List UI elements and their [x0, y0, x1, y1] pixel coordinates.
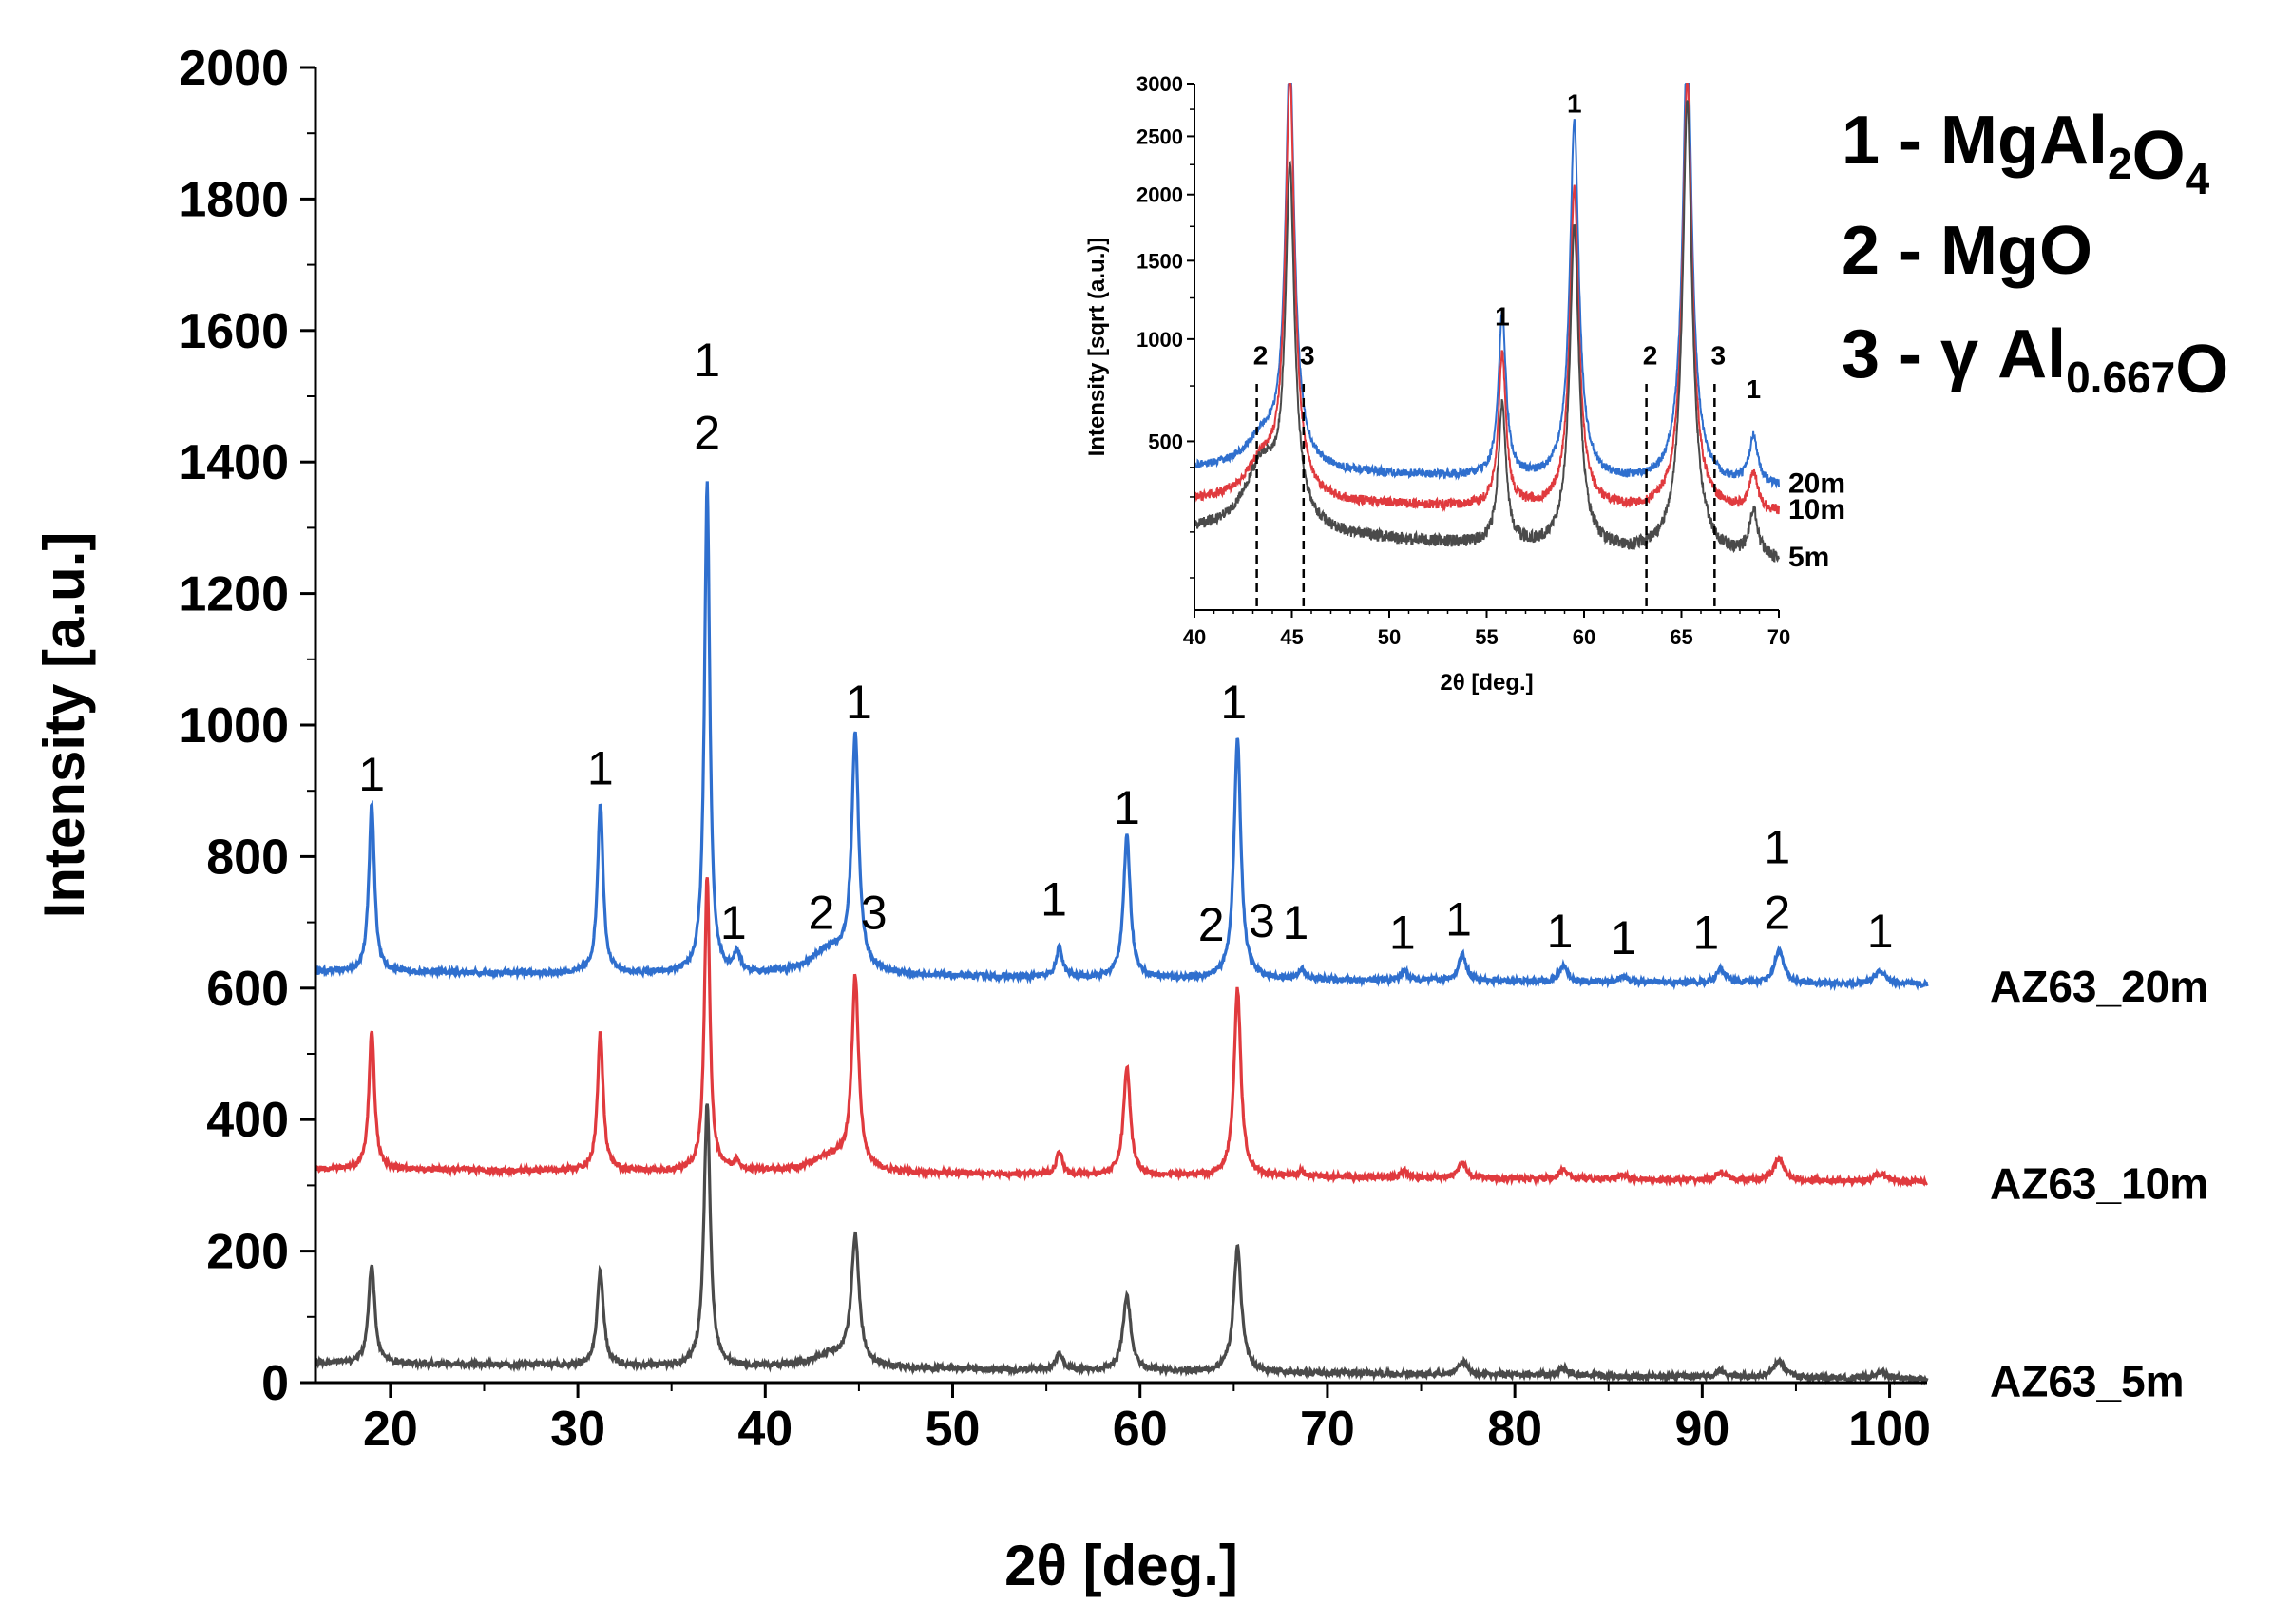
inset-series-label-10m: 10m — [1788, 494, 1845, 525]
x-tick-label: 30 — [550, 1402, 605, 1457]
y-tick-label: 400 — [206, 1093, 289, 1148]
peak-label: 1 — [1114, 781, 1140, 834]
x-tick-label: 100 — [1848, 1402, 1931, 1457]
inset-x-tick-label: 55 — [1475, 625, 1498, 649]
peak-label: 1 — [1764, 820, 1790, 873]
inset-series-label-5m: 5m — [1788, 542, 1829, 573]
legend-entry-1: 1 - MgAl2O4 — [1842, 103, 2210, 203]
peak-label: 1 — [1692, 906, 1719, 959]
y-tick-label: 200 — [206, 1225, 289, 1280]
peak-label: 1 — [1220, 676, 1247, 729]
series-label-AZ63_5m: AZ63_5m — [1990, 1356, 2185, 1405]
inset-reference-label: 3 — [1711, 341, 1727, 371]
inset-x-tick-label: 65 — [1670, 625, 1692, 649]
inset-peak-label: 1 — [1495, 301, 1510, 331]
x-tick-label: 20 — [363, 1402, 418, 1457]
inset-reference-label: 3 — [1300, 341, 1315, 371]
inset-y-tick-label: 1000 — [1136, 328, 1183, 352]
series-label-AZ63_10m: AZ63_10m — [1990, 1159, 2208, 1209]
peak-label: 1 — [720, 896, 747, 949]
y-tick-label: 1200 — [179, 567, 289, 622]
inset-x-tick-label: 50 — [1378, 625, 1401, 649]
inset-reference-label: 2 — [1253, 341, 1269, 371]
inset-y-tick-label: 2000 — [1136, 183, 1183, 207]
peak-label: 2 — [694, 406, 720, 459]
legend-entry-3: 3 - γ Al0.667O — [1842, 316, 2228, 408]
y-axis-title: Intensity [a.u.] — [32, 532, 96, 919]
y-tick-label: 1800 — [179, 172, 289, 227]
y-tick-label: 1600 — [179, 304, 289, 359]
y-tick-label: 0 — [261, 1356, 289, 1411]
inset-y-tick-label: 3000 — [1136, 72, 1183, 96]
peak-label: 1 — [358, 748, 385, 801]
peak-label: 2 — [809, 887, 835, 940]
peak-label: 3 — [861, 887, 888, 940]
legend-entry-2: 2 - MgO — [1842, 213, 2092, 289]
inset-series-label-20m: 20m — [1788, 468, 1845, 499]
x-axis-title: 2θ [deg.] — [1004, 1534, 1238, 1597]
y-tick-label: 2000 — [179, 41, 289, 96]
peak-label: 1 — [1445, 892, 1472, 946]
inset-y-tick-label: 500 — [1148, 430, 1183, 453]
series-line-AZ63_5m — [314, 1103, 1929, 1386]
peak-label: 2 — [1764, 887, 1790, 940]
x-tick-label: 40 — [737, 1402, 793, 1457]
inset-peak-label: 1 — [1747, 374, 1762, 404]
inset-series-line-5m — [1194, 99, 1780, 563]
peak-label: 1 — [1547, 905, 1574, 958]
y-tick-label: 600 — [206, 962, 289, 1017]
inset-x-tick-label: 45 — [1280, 625, 1303, 649]
series-line-AZ63_20m — [314, 481, 1929, 992]
x-tick-label: 60 — [1113, 1402, 1168, 1457]
inset-x-tick-label: 60 — [1573, 625, 1595, 649]
inset-y-tick-label: 1500 — [1136, 249, 1183, 273]
x-tick-label: 50 — [926, 1402, 981, 1457]
inset-reference-label: 2 — [1643, 341, 1658, 371]
peak-label: 1 — [1041, 873, 1067, 927]
y-tick-label: 1000 — [179, 698, 289, 754]
series-line-AZ63_10m — [314, 877, 1929, 1189]
peak-label: 1 — [1867, 905, 1894, 958]
y-tick-label: 800 — [206, 830, 289, 885]
peak-label: 3 — [1249, 894, 1275, 947]
series-label-AZ63_20m: AZ63_20m — [1990, 962, 2208, 1011]
inset-peak-label: 1 — [1567, 88, 1582, 118]
inset-y-tick-label: 2500 — [1136, 124, 1183, 148]
inset-x-tick-label: 70 — [1767, 625, 1790, 649]
inset-y-axis-title: Intensity [sqrt (a.u.)] — [1084, 238, 1110, 457]
peak-label: 1 — [587, 741, 614, 794]
x-tick-label: 90 — [1674, 1402, 1729, 1457]
y-tick-label: 1400 — [179, 435, 289, 490]
inset-x-axis-title: 2θ [deg.] — [1440, 670, 1533, 696]
peak-label: 1 — [1611, 911, 1637, 965]
x-tick-label: 70 — [1300, 1402, 1355, 1457]
peak-label: 1 — [1282, 896, 1308, 949]
x-tick-label: 80 — [1487, 1402, 1542, 1457]
peak-label: 1 — [846, 676, 872, 729]
peak-label: 1 — [1389, 906, 1416, 959]
peak-label: 1 — [694, 334, 720, 387]
inset-x-tick-label: 40 — [1183, 625, 1206, 649]
peak-label: 2 — [1198, 898, 1225, 951]
